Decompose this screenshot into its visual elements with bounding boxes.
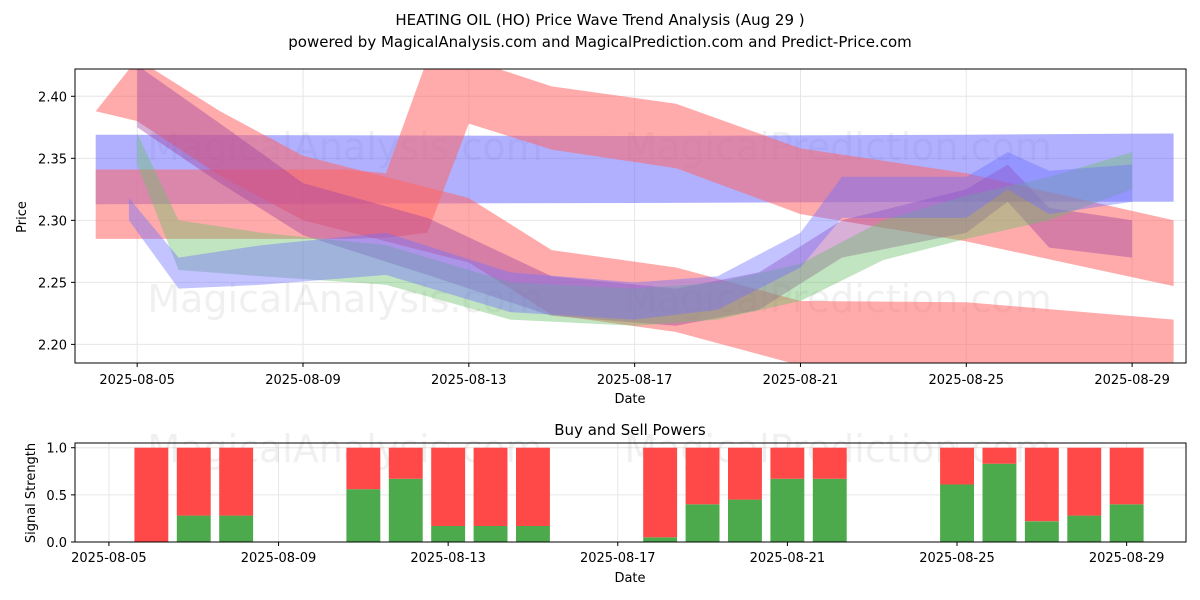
buy-bar [346,489,381,542]
price-x-tick-label: 2025-08-05 [99,373,175,388]
price-band-green-5 [137,133,1133,326]
price-plot-frame [74,68,1187,364]
price-x-tick-label: 2025-08-21 [763,373,839,388]
sell-bar [1024,447,1059,522]
sell-bar [1067,447,1102,516]
signal-y-tick-label: 0.5 [46,489,67,504]
sell-bar [643,447,678,538]
price-x-axis-label: Date [614,392,645,407]
sell-bar [1109,447,1144,505]
sell-bar [473,447,508,526]
price-panel: MagicalAnalysis.com MagicalPrediction.com… [15,68,1187,407]
price-x-axis: 2025-08-05 2025-08-09 2025-08-13 2025-08-17… [99,363,1170,388]
buy-bar [643,537,678,542]
price-band-red-3 [95,69,1174,363]
sell-bar [346,447,381,490]
buy-bar [388,478,423,542]
signal-x-tick-label: 2025-08-09 [241,551,317,566]
buy-bar [770,478,805,542]
price-y-tick-label: 2.25 [38,276,67,291]
signal-x-axis-label: Date [614,571,645,586]
signal-y-axis-label: Signal Strength [24,443,39,543]
buy-bar [812,478,847,542]
signal-x-axis: 2025-08-05 2025-08-09 2025-08-13 2025-08-17… [71,542,1164,566]
signal-x-tick-label: 2025-08-13 [410,551,486,566]
sell-bar [982,447,1017,464]
signal-x-tick-label: 2025-08-29 [1089,551,1165,566]
buy-bar [219,515,254,542]
price-x-tick-label: 2025-08-25 [929,373,1005,388]
chart-subtitle: powered by MagicalAnalysis.com and Magic… [288,33,912,51]
buy-bar [728,499,762,542]
sell-bar [728,447,762,500]
price-y-tick-label: 2.35 [38,152,67,167]
signal-bars [134,447,1144,542]
signal-x-tick-label: 2025-08-21 [750,551,826,566]
sell-bar [176,447,211,516]
signal-x-tick-label: 2025-08-05 [71,551,147,566]
price-bands [95,69,1174,363]
price-band-blue-6 [128,152,1133,320]
chart-title: HEATING OIL (HO) Price Wave Trend Analys… [395,11,804,29]
buy-bar [1024,521,1059,542]
signal-y-tick-label: 1.0 [46,442,67,457]
signal-y-tick-label: 0.0 [46,536,67,551]
buy-bar [685,504,720,542]
buy-bar [982,463,1017,542]
price-x-tick-label: 2025-08-29 [1094,373,1170,388]
sell-bar [685,447,720,505]
buy-bar [516,526,550,542]
sell-bar [388,447,423,479]
signal-panel: Buy and Sell Powers MagicalAnalysis.comM… [24,421,1187,586]
signal-x-tick-label: 2025-08-25 [919,551,995,566]
signal-y-axis: 0.0 0.5 1.0 [46,442,75,551]
buy-bar [940,484,974,542]
sell-bar [812,447,847,479]
price-x-tick-label: 2025-08-13 [431,373,507,388]
price-band-red-2 [385,69,1174,287]
sell-bar [940,447,974,485]
buy-bar [176,515,211,542]
sell-bar [770,447,805,479]
buy-bar [431,526,466,542]
price-band-purple-4 [137,69,1133,326]
sell-bar [134,447,169,542]
price-x-tick-label: 2025-08-09 [265,373,341,388]
price-y-axis: 2.20 2.25 2.30 2.35 2.40 [38,90,75,353]
price-y-tick-label: 2.40 [38,90,67,105]
sell-bar [431,447,466,526]
buy-bar [1109,504,1144,542]
sell-bar [516,447,550,526]
signal-x-tick-label: 2025-08-17 [580,551,656,566]
price-x-tick-label: 2025-08-17 [597,373,673,388]
price-y-axis-label: Price [15,201,30,233]
price-y-tick-label: 2.30 [38,214,67,229]
signal-plot-frame [74,442,1187,543]
buy-bar [473,526,508,542]
buy-bar [1067,515,1102,542]
signal-chart-title: Buy and Sell Powers [554,421,706,439]
watermark-text: MagicalAnalysis.com [147,277,542,321]
sell-bar [219,447,254,516]
price-y-tick-label: 2.20 [38,338,67,353]
